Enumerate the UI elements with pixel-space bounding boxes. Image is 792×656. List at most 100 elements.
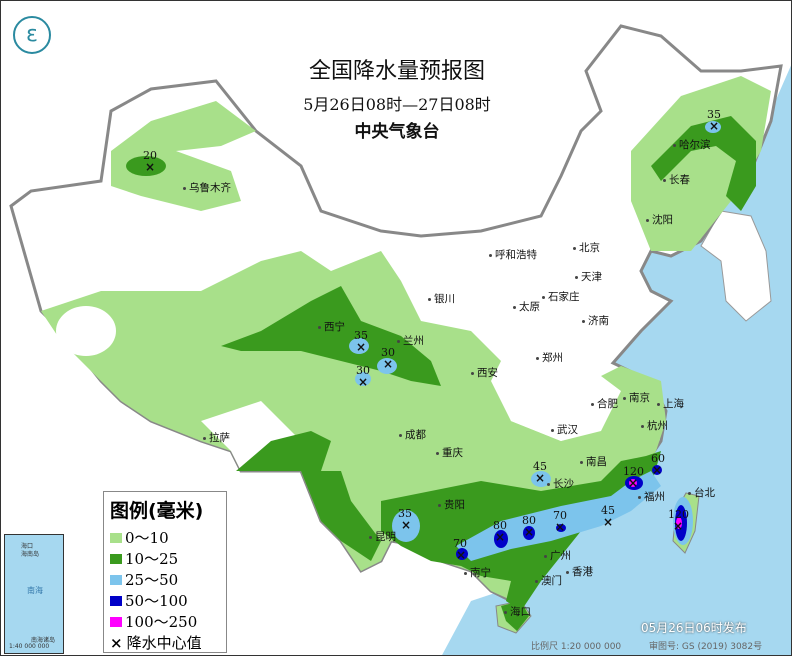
city-label: 天津 [575, 271, 602, 283]
city-label: 南昌 [580, 456, 607, 468]
rain-center-value: 30 [381, 346, 395, 359]
rain-center-marker: × [383, 357, 394, 371]
review-number: 审图号: GS (2019) 3082号 [649, 642, 763, 652]
rain-center-value: 45 [601, 504, 615, 517]
city-label: 西安 [471, 367, 498, 379]
city-label: 沈阳 [646, 214, 673, 226]
city-label: 银川 [428, 293, 455, 305]
legend-swatch [110, 553, 122, 564]
city-label: 乌鲁木齐 [183, 182, 231, 194]
rain-center-marker: × [401, 518, 412, 532]
legend-label: 降水中心值 [126, 634, 202, 652]
city-label: 武汉 [551, 424, 578, 436]
dry-gaps [56, 306, 601, 471]
city-label: 广州 [544, 550, 571, 562]
rain-center-value: 120 [623, 465, 644, 478]
legend-item: × 降水中心值 [110, 632, 220, 653]
rain-center-value: 20 [143, 149, 157, 162]
rain-center-value: 35 [398, 507, 412, 520]
legend-item: 25～50 [110, 569, 220, 590]
city-label: 合肥 [591, 398, 618, 410]
rain-center-marker: × [652, 463, 663, 477]
legend-item: 0～10 [110, 527, 220, 548]
legend-label: 100～250 [125, 613, 198, 631]
rain-center-marker: × [555, 520, 566, 534]
city-label: 南京 [623, 392, 650, 404]
map-scale: 比例尺 1:20 000 000 [531, 642, 622, 652]
rain-center-marker: × [358, 375, 369, 389]
rain-center-marker: × [145, 160, 156, 174]
rain-center-marker: × [456, 548, 467, 562]
legend-item: 50～100 [110, 590, 220, 611]
legend-label: 0～10 [125, 529, 169, 547]
rain-center-marker: × [603, 515, 614, 529]
city-label: 郑州 [536, 352, 563, 364]
legend-swatch [110, 595, 122, 606]
rain-area-100-250 [629, 479, 682, 529]
south-china-sea-inset: 海口 海南岛 南海 南海诸岛 1:40 000 000 [4, 534, 64, 654]
city-label: 杭州 [641, 420, 668, 432]
rain-center-value: 70 [553, 509, 567, 522]
city-label: 成都 [399, 429, 426, 441]
city-label: 长春 [663, 174, 690, 186]
forecast-period: 5月26日08时—27日08时 [303, 95, 491, 114]
rain-center-value: 70 [453, 537, 467, 550]
rain-center-value: 120 [668, 508, 689, 521]
rain-center-marker: × [709, 119, 720, 133]
map-title: 全国降水量预报图 [308, 59, 485, 84]
city-label: 福州 [638, 491, 665, 503]
rain-center-value: 80 [493, 519, 507, 532]
legend-label: 10～25 [125, 550, 179, 568]
rain-center-marker: × [673, 519, 684, 533]
city-label: 兰州 [397, 335, 424, 347]
rain-center-value: 35 [707, 108, 721, 121]
legend-label: 25～50 [125, 571, 179, 589]
city-label: 西宁 [318, 321, 345, 333]
legend-swatch [110, 574, 122, 585]
legend-swatch [110, 616, 122, 627]
city-label: 台北 [688, 487, 715, 499]
city-label: 太原 [513, 301, 540, 313]
rain-center-value: 60 [651, 452, 665, 465]
legend-item: 10～25 [110, 548, 220, 569]
inset-scale: 1:40 000 000 [9, 643, 50, 650]
city-label: 上海 [657, 398, 684, 410]
legend-title: 图例(毫米) [110, 500, 204, 522]
city-label: 北京 [573, 242, 600, 254]
inset-label: 海口 [21, 543, 34, 550]
city-label: 香港 [566, 566, 593, 578]
rain-center-marker-icon: × [110, 633, 123, 652]
city-label: 贵阳 [438, 499, 465, 511]
inset-label: 南海诸岛 [31, 637, 56, 644]
rain-center-marker: × [628, 476, 639, 490]
legend-item: 100～250 [110, 611, 220, 632]
cma-logo: ε [13, 16, 51, 54]
rain-center-marker: × [524, 525, 535, 539]
legend-swatch [110, 532, 122, 543]
rain-center-value: 30 [356, 364, 370, 377]
city-label: 海口 [504, 606, 531, 618]
rain-center-value: 80 [522, 514, 536, 527]
legend-label: 50～100 [125, 592, 188, 610]
rain-center-marker: × [535, 471, 546, 485]
rain-center-value: 45 [533, 460, 547, 473]
inset-label: 南海 [27, 586, 43, 595]
rain-center-marker: × [495, 530, 506, 544]
city-label: 昆明 [369, 531, 396, 543]
publish-time: 05月26日06时发布 [641, 621, 747, 635]
city-label: 石家庄 [542, 291, 580, 303]
legend: 图例(毫米) 0～10 10～25 25～50 50～100 100～250 ×… [103, 491, 227, 653]
rain-center-marker: × [356, 340, 367, 354]
city-label: 澳门 [535, 575, 562, 587]
inset-label: 海南岛 [21, 551, 40, 558]
city-label: 拉萨 [203, 432, 230, 444]
city-label: 呼和浩特 [489, 249, 537, 261]
city-label: 哈尔滨 [673, 139, 711, 151]
city-label: 济南 [582, 315, 609, 327]
city-label: 长沙 [547, 478, 574, 490]
issuer: 中央气象台 [354, 122, 440, 142]
korea-peninsula [700, 210, 772, 322]
city-label: 南宁 [464, 567, 491, 579]
